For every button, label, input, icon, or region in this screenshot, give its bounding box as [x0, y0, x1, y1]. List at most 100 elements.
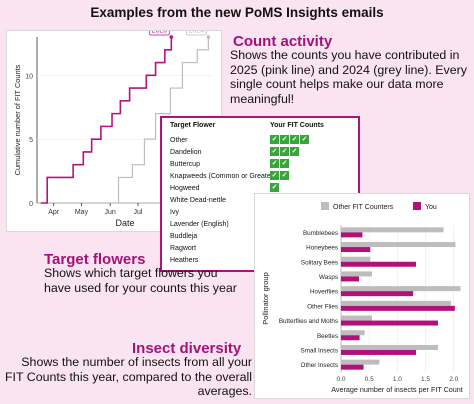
table-row: Heathers	[170, 255, 356, 267]
count-ticks: ✓ ✓	[270, 171, 289, 180]
table-row: White Dead-nettle	[170, 195, 356, 207]
table-row: Buttercup ✓ ✓	[170, 159, 356, 171]
target-flowers-heading: Target flowers	[44, 251, 146, 268]
category-label: Small Insects	[301, 347, 338, 354]
x-tick-label: 1.5	[421, 376, 430, 383]
target-flowers-text: Shows which target flowers you have used…	[44, 266, 237, 295]
count-ticks: ✓ ✓ ✓	[270, 147, 299, 156]
insect-diversity-text: Shows the number of insects from all you…	[4, 355, 252, 399]
check-icon: ✓	[270, 171, 279, 180]
series-end-point-2025	[169, 35, 174, 39]
y-axis-label: Cumulative number of FIT Counts	[13, 64, 22, 175]
check-icon: ✓	[290, 135, 299, 144]
x-tick-label: 2.0	[449, 376, 458, 383]
table-row: Ivy	[170, 207, 356, 219]
flower-name: Hogweed	[170, 185, 200, 192]
category-label: Hoverflies	[310, 289, 338, 296]
table-header-counts: Your FIT Counts	[270, 122, 324, 129]
flower-name: Buddleja	[170, 233, 198, 240]
check-icon: ✓	[270, 147, 279, 156]
bar-you	[341, 320, 438, 326]
flower-name: Ivy	[170, 209, 179, 216]
category-label: Other Flies	[307, 303, 338, 310]
bar-other	[341, 330, 365, 336]
insect-diversity-chart: Other FIT Counters You 0.0 0.5 1.0 1.5 2.0 Bumb…	[254, 193, 470, 399]
x-tick-label: Apr	[48, 209, 60, 216]
insect-diversity-heading: Insect diversity	[132, 340, 242, 357]
category-label: Beetles	[317, 333, 338, 340]
table-row: Knapweeds (Common or Greater) ✓ ✓	[170, 171, 356, 183]
bar-other	[341, 271, 372, 277]
y-tick-label: 10	[25, 73, 33, 80]
category-label: Solitary Bees	[301, 259, 338, 266]
check-icon: ✓	[270, 135, 279, 144]
legend-swatch-you	[413, 202, 421, 210]
bar-chart-svg: Other FIT Counters You 0.0 0.5 1.0 1.5 2.0 Bumb…	[261, 202, 463, 394]
check-icon: ✓	[280, 147, 289, 156]
count-ticks: ✓ ✓	[270, 159, 289, 168]
bar-you	[341, 232, 363, 238]
series-label-2025: 2025	[152, 31, 168, 35]
bar-other	[341, 359, 380, 365]
count-activity-text: Shows the counts you have contributed in…	[230, 48, 467, 106]
legend-swatch-other	[321, 202, 329, 210]
bar-you	[341, 364, 364, 370]
category-label: Bumblebees	[303, 230, 338, 237]
x-tick-label: May	[75, 209, 89, 216]
table-row: Hogweed ✓	[170, 183, 356, 195]
x-axis-label: Date	[115, 218, 134, 228]
bar-you	[341, 261, 416, 267]
legend-label-other: Other FIT Counters	[333, 204, 394, 211]
y-tick-label: 5	[29, 137, 33, 144]
check-icon: ✓	[280, 159, 289, 168]
series-line-2024	[110, 37, 209, 204]
series-end-point-2024	[206, 35, 211, 39]
bar-you	[341, 335, 360, 341]
table-row: Dandelion ✓ ✓ ✓	[170, 147, 356, 159]
x-tick-label: Jul	[133, 209, 142, 216]
count-activity-heading: Count activity	[233, 33, 333, 50]
count-ticks: ✓	[270, 183, 279, 192]
bar-other	[341, 256, 371, 262]
bar-other	[341, 344, 438, 350]
y-axis-label: Pollinator group	[261, 272, 270, 325]
legend-label-you: You	[425, 204, 437, 211]
flower-name: Lavender (English)	[170, 221, 229, 228]
flower-name: White Dead-nettle	[170, 197, 227, 204]
category-label: Other Insects	[301, 362, 338, 369]
check-icon: ✓	[270, 183, 279, 192]
bar-you	[341, 291, 414, 297]
series-label-2024: 2024	[189, 31, 205, 35]
x-tick-label: 0.0	[336, 376, 345, 383]
table-row: Other ✓ ✓ ✓ ✓	[170, 135, 356, 147]
bar-other	[341, 242, 456, 248]
table-row: Ragwort	[170, 243, 356, 255]
x-tick-label: 0.5	[365, 376, 374, 383]
bar-other	[341, 227, 444, 233]
y-tick-label: 0	[29, 201, 33, 208]
series-line-2025	[40, 37, 173, 204]
bar-you	[341, 247, 371, 253]
flower-name: Ragwort	[170, 245, 197, 252]
category-label: Butterflies and Moths	[279, 318, 338, 325]
bar-you	[341, 305, 455, 311]
category-label: Wasps	[319, 274, 338, 281]
table-row: Lavender (English)	[170, 219, 356, 231]
x-axis-label: Average number of insects per FIT Count	[331, 385, 463, 394]
category-label: Honeybees	[306, 245, 338, 252]
bar-you	[341, 349, 416, 355]
table-header-flower: Target Flower	[170, 122, 216, 129]
bar-other	[341, 286, 461, 292]
page-title: Examples from the new PoMS Insights emai…	[90, 5, 384, 20]
count-ticks: ✓ ✓ ✓ ✓	[270, 135, 309, 144]
table-row: Buddleja	[170, 231, 356, 243]
bar-other	[341, 315, 372, 321]
flower-name: Heathers	[170, 257, 199, 264]
check-icon: ✓	[300, 135, 309, 144]
check-icon: ✓	[280, 171, 289, 180]
x-tick-label: 1.0	[393, 376, 402, 383]
flower-name: Buttercup	[170, 161, 200, 168]
check-icon: ✓	[270, 159, 279, 168]
flower-name: Dandelion	[170, 149, 202, 156]
check-icon: ✓	[280, 135, 289, 144]
